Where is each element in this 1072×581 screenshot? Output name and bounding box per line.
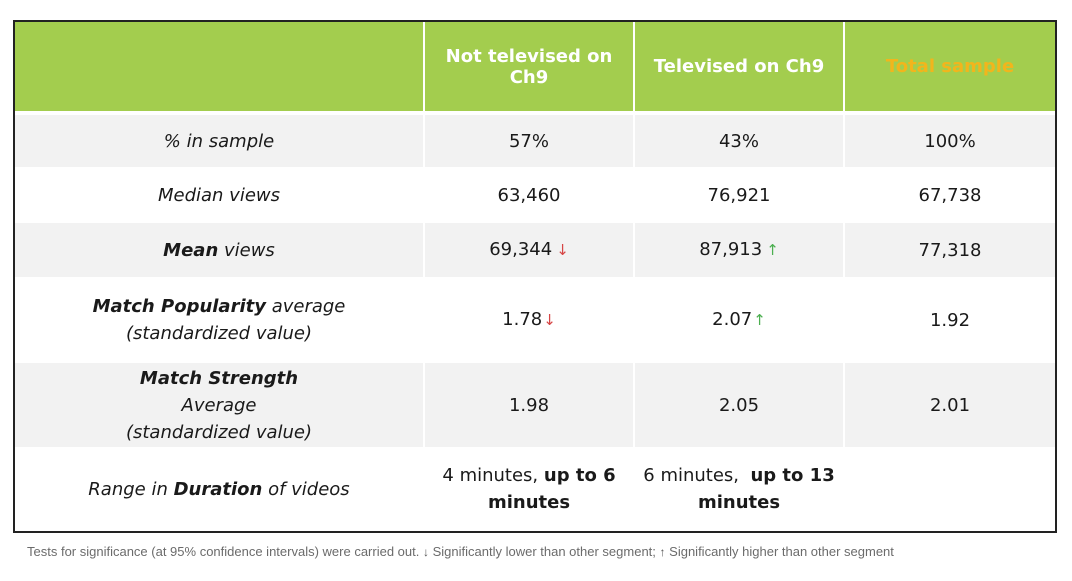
arrow-down-icon: ↓ <box>543 311 556 329</box>
cell-not-televised: 4 minutes, up to 6 minutes <box>425 447 635 531</box>
cell-total: 67,738 <box>845 167 1055 223</box>
row-label: Match Popularity average (standardized v… <box>15 277 425 363</box>
results-table: Not televised on Ch9 Televised on Ch9 To… <box>15 22 1055 531</box>
cell-value-bold: up to 6 minutes <box>487 465 616 513</box>
row-label-pre: Range in <box>88 478 174 500</box>
cell-not-televised: 69,344 ↓ <box>425 223 635 277</box>
cell-value: 2.07 <box>712 309 753 330</box>
footnote: Tests for significance (at 95% confidenc… <box>27 544 894 559</box>
arrow-up-icon: ↑ <box>766 241 779 259</box>
cell-not-televised: 1.98 <box>425 363 635 447</box>
footnote-higher-text: Significantly higher than other segment <box>669 544 894 559</box>
row-label: % in sample <box>15 115 425 167</box>
cell-value: 69,344 <box>489 239 553 260</box>
row-label: Median views <box>15 167 425 223</box>
cell-total: 2.01 <box>845 363 1055 447</box>
cell-total: 1.92 <box>845 277 1055 363</box>
header-row: Not televised on Ch9 Televised on Ch9 To… <box>15 22 1055 115</box>
row-label-bold: Match Popularity <box>92 296 266 317</box>
cell-value-bold: up to 13 minutes <box>697 465 835 513</box>
cell-televised: 2.05 <box>635 363 845 447</box>
arrow-down-icon: ↓ <box>422 545 429 559</box>
row-label-bold: Match Strength <box>139 367 299 389</box>
cell-value-pre: 6 minutes, <box>643 465 751 486</box>
arrow-up-icon: ↑ <box>659 545 666 559</box>
row-label-bold: Duration <box>173 478 263 500</box>
cell-value-pre: 4 minutes, <box>442 465 544 486</box>
footnote-lower-text: Significantly lower than other segment; <box>432 544 656 559</box>
row-label-rest: of videos <box>262 478 350 500</box>
table-row: Match Popularity average (standardized v… <box>15 277 1055 363</box>
row-label-rest: views <box>218 239 275 261</box>
cell-total: 77,318 <box>845 223 1055 277</box>
cell-value: 1.78 <box>502 309 543 330</box>
cell-total: 100% <box>845 115 1055 167</box>
arrow-down-icon: ↓ <box>556 241 569 259</box>
row-label: Match Strength Average (standardized value… <box>15 363 425 447</box>
footnote-text: Tests for significance (at 95% confidenc… <box>27 544 420 559</box>
cell-televised: 76,921 <box>635 167 845 223</box>
cell-televised: 87,913 ↑ <box>635 223 845 277</box>
header-total-sample: Total sample <box>845 22 1055 115</box>
row-label: Mean views <box>15 223 425 277</box>
arrow-up-icon: ↑ <box>753 311 766 329</box>
row-label-bold: Mean <box>163 239 219 261</box>
cell-televised: 2.07↑ <box>635 277 845 363</box>
cell-total <box>845 447 1055 531</box>
cell-value: 87,913 <box>699 239 763 260</box>
table-row: Match Strength Average (standardized value… <box>15 363 1055 447</box>
header-not-televised: Not televised on Ch9 <box>425 22 635 115</box>
row-label-line2: Average <box>181 394 257 416</box>
header-empty-cell <box>15 22 425 115</box>
cell-televised: 43% <box>635 115 845 167</box>
row-label-rest: average (standardized value) <box>125 296 346 344</box>
cell-not-televised: 57% <box>425 115 635 167</box>
table-row: Range in Duration of videos 4 minutes, u… <box>15 447 1055 531</box>
cell-not-televised: 1.78↓ <box>425 277 635 363</box>
table-row: % in sample 57% 43% 100% <box>15 115 1055 167</box>
cell-televised: 6 minutes, up to 13 minutes <box>635 447 845 531</box>
row-label-line3: (standardized value) <box>125 421 313 443</box>
table-row: Mean views 69,344 ↓ 87,913 ↑ 77,318 <box>15 223 1055 277</box>
row-label: Range in Duration of videos <box>15 447 425 531</box>
header-televised: Televised on Ch9 <box>635 22 845 115</box>
cell-not-televised: 63,460 <box>425 167 635 223</box>
table-row: Median views 63,460 76,921 67,738 <box>15 167 1055 223</box>
results-table-frame: Not televised on Ch9 Televised on Ch9 To… <box>13 20 1057 533</box>
